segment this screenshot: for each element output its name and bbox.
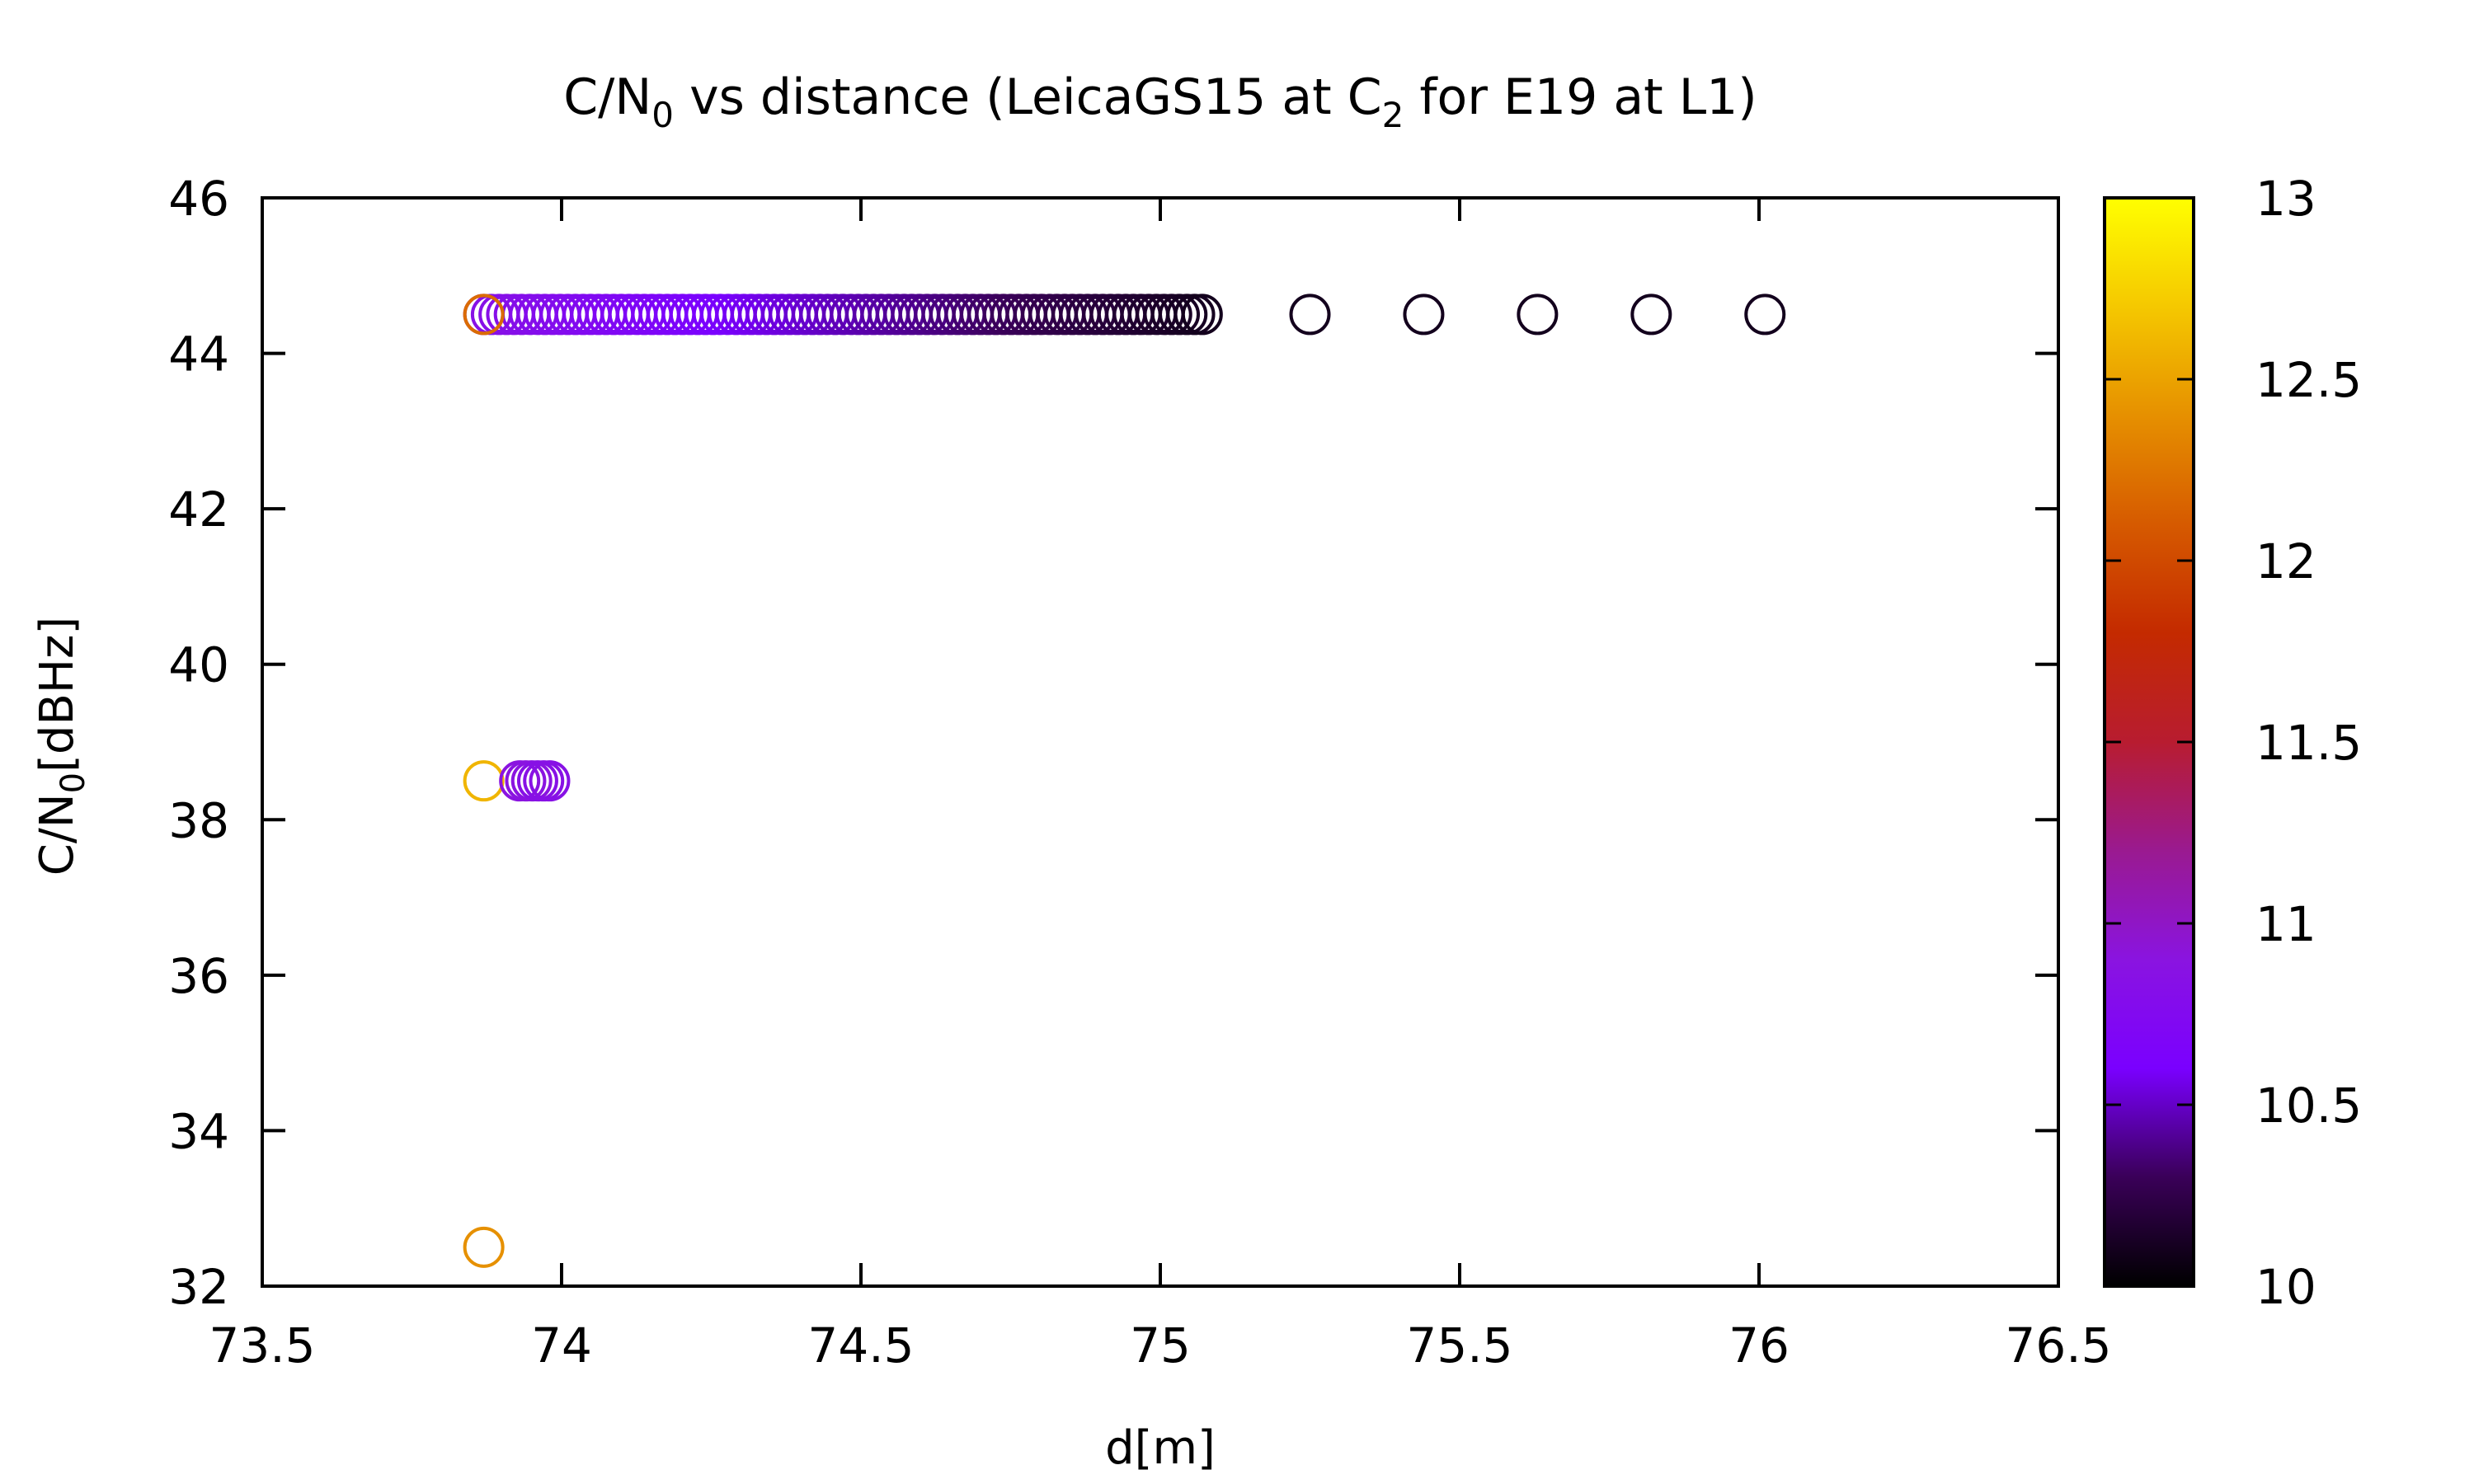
y-tick-label: 40: [168, 637, 229, 693]
data-point: [1630, 294, 1672, 336]
x-tick-label: 74.5: [807, 1317, 914, 1374]
y-tick-label: 44: [168, 326, 229, 383]
y-tick-label: 36: [168, 948, 229, 1004]
x-tick-label: 74: [531, 1317, 592, 1374]
x-tick-label: 76: [1729, 1317, 1790, 1374]
data-point: [463, 760, 505, 802]
x-tick-label: 73.5: [209, 1317, 315, 1374]
colorbar-tick-label: 13: [2255, 171, 2316, 227]
x-axis-label: d[m]: [1105, 1421, 1216, 1475]
colorbar-tick-label: 11.5: [2255, 715, 2362, 771]
y-tick-label: 34: [168, 1103, 229, 1159]
scatter-points: [463, 294, 1786, 1268]
data-point: [1181, 294, 1223, 336]
chart-title: C/N0 vs distance (LeicaGS15 at C2 for E1…: [563, 68, 1757, 135]
colorbar-tick-label: 10.5: [2255, 1078, 2362, 1134]
y-axis-label: C/N0[dBHz]: [31, 617, 92, 876]
data-point: [529, 760, 571, 802]
x-tick-label: 75: [1130, 1317, 1191, 1374]
data-point: [463, 1226, 505, 1268]
colorbar-ticks: 10 10.5 11 11.5 12 12.5 13: [2105, 171, 2362, 1315]
axis-ticks: 73.5 74 74.5 75 75.5 76 76.5 32 34 36 38 40 42 44 46: [168, 171, 2111, 1374]
plot-frame: [261, 196, 2060, 1288]
y-tick-label: 42: [168, 481, 229, 538]
y-tick-label: 32: [168, 1259, 229, 1315]
y-tick-label: 46: [168, 171, 229, 227]
x-tick-label: 76.5: [2005, 1317, 2111, 1374]
colorbar-tick-label: 12.5: [2255, 352, 2362, 408]
colorbar-tick-label: 11: [2255, 896, 2316, 952]
y-tick-label: 38: [168, 792, 229, 848]
data-point: [1744, 294, 1786, 336]
data-point: [1289, 294, 1331, 336]
data-point: [1403, 294, 1445, 336]
colorbar-tick-label: 10: [2255, 1259, 2316, 1315]
colorbar-tick-label: 12: [2255, 533, 2316, 589]
x-tick-label: 75.5: [1406, 1317, 1512, 1374]
data-point: [1517, 294, 1559, 336]
data-point: [463, 294, 505, 336]
